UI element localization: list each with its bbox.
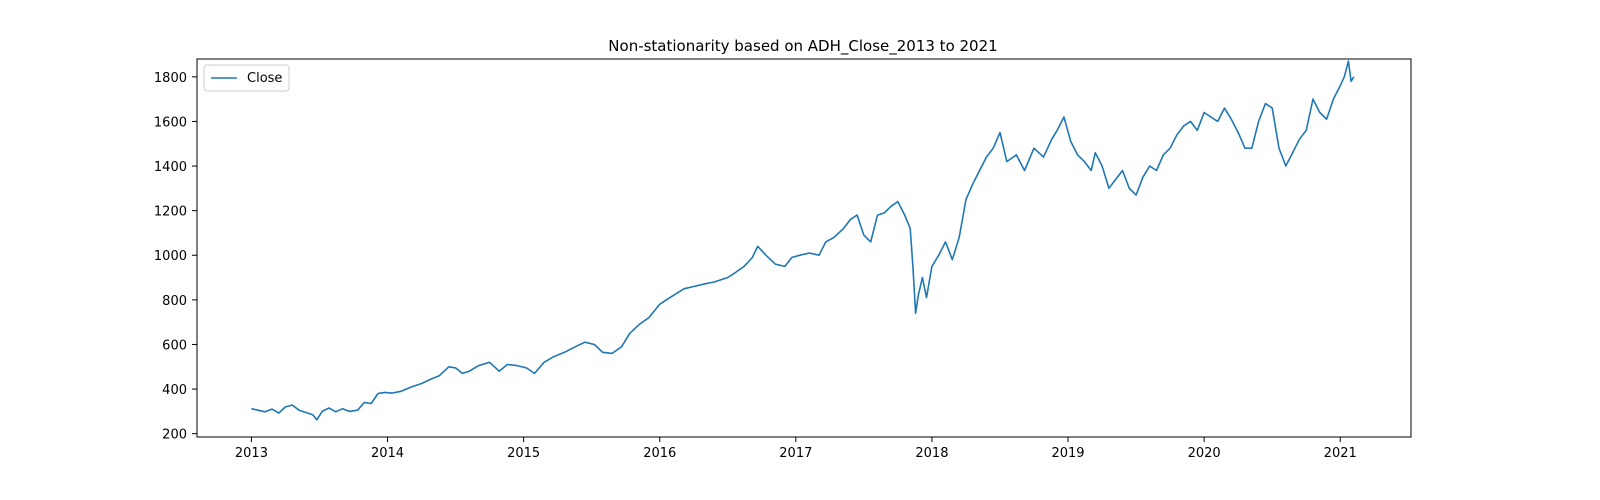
y-tick-label: 1600 (154, 115, 187, 130)
x-tick-label: 2020 (1188, 446, 1221, 461)
y-tick-label: 400 (162, 383, 187, 398)
plot-area (251, 60, 1355, 421)
y-tick-label: 200 (162, 428, 187, 443)
x-tick-label: 2021 (1324, 446, 1357, 461)
legend: Close (203, 64, 290, 92)
y-tick-label: 600 (162, 338, 187, 353)
x-tick-label: 2014 (371, 446, 404, 461)
y-axis: 200 400 600 800 1000 1200 1400 1600 1800 (154, 71, 197, 443)
x-axis: 2013 2014 2015 2016 2017 2018 2019 2020 2021 (235, 437, 1357, 461)
axes-frame (196, 58, 1412, 438)
legend-box (203, 64, 290, 92)
y-tick-label: 1200 (154, 205, 187, 220)
x-tick-label: 2017 (779, 446, 812, 461)
x-tick-label: 2015 (507, 446, 540, 461)
chart-title: Non-stationarity based on ADH_Close_2013… (608, 37, 997, 56)
y-tick-label: 1800 (154, 71, 187, 86)
legend-label-close: Close (247, 71, 282, 86)
y-tick-label: 800 (162, 294, 187, 309)
y-tick-label: 1000 (154, 249, 187, 264)
x-tick-label: 2013 (235, 446, 268, 461)
x-tick-label: 2018 (915, 446, 948, 461)
x-tick-label: 2019 (1051, 446, 1084, 461)
x-tick-label: 2016 (643, 446, 676, 461)
y-tick-label: 1400 (154, 160, 187, 175)
series-line-close (251, 60, 1355, 421)
